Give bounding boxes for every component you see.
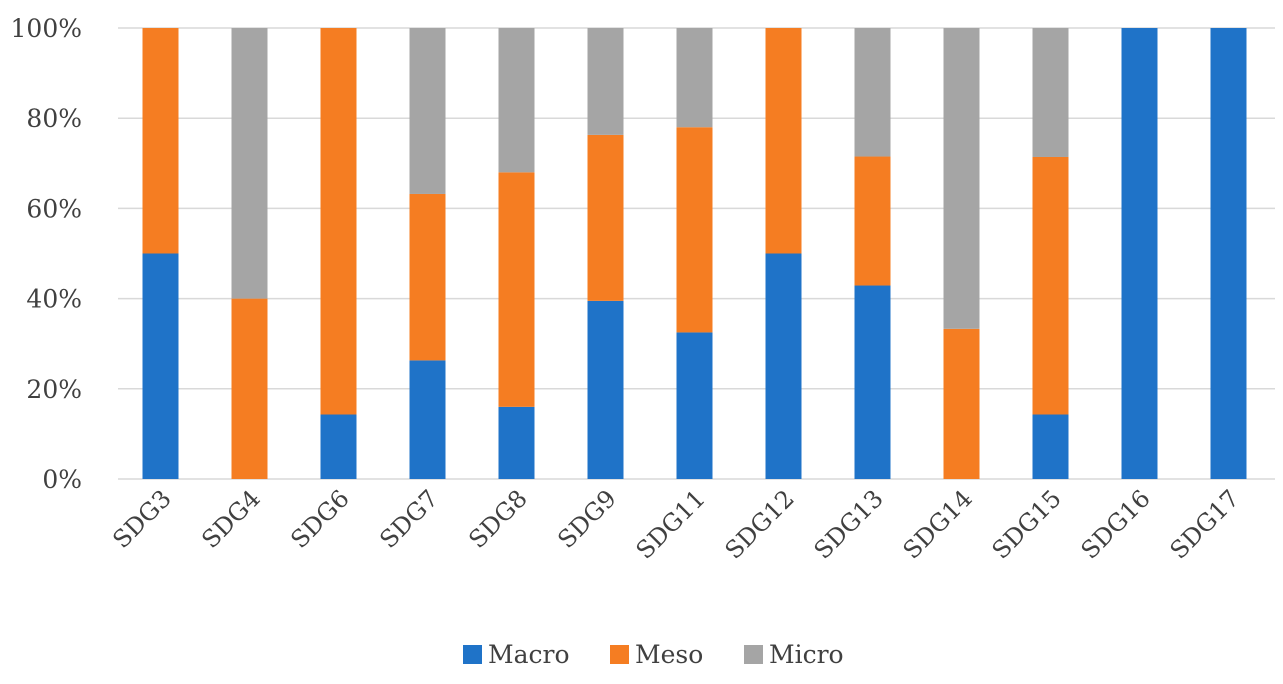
bar-macro-sdg6	[320, 414, 357, 479]
legend-swatch-macro	[463, 645, 482, 664]
x-tick-label: SDG16	[1076, 484, 1156, 564]
bar-micro-sdg7	[409, 28, 446, 194]
bar-macro-sdg11	[676, 332, 713, 479]
legend: Macro Meso Micro	[463, 640, 844, 669]
bar-meso-sdg7	[409, 193, 446, 361]
bar-meso-sdg11	[676, 127, 713, 333]
bar-macro-sdg17	[1210, 28, 1247, 479]
bar-meso-sdg3	[142, 28, 179, 254]
bar-macro-sdg9	[587, 300, 624, 479]
bar-meso-sdg4	[231, 298, 268, 479]
bar-meso-sdg12	[765, 28, 802, 254]
bars	[142, 28, 1247, 479]
bar-micro-sdg9	[587, 28, 624, 135]
y-axis-ticks: 0% 20% 40% 60% 80% 100%	[11, 14, 82, 494]
bar-macro-sdg15	[1032, 414, 1069, 479]
bar-meso-sdg8	[498, 172, 535, 407]
bar-meso-sdg15	[1032, 156, 1069, 415]
y-tick-label: 20%	[26, 375, 82, 404]
bar-macro-sdg13	[854, 285, 891, 479]
legend-label-macro: Macro	[488, 640, 570, 669]
x-tick-label: SDG17	[1165, 484, 1245, 564]
x-axis-ticks: SDG3 SDG4 SDG6 SDG7 SDG8 SDG9 SDG11 SDG12 SDG13 S…	[107, 484, 1244, 564]
bar-micro-sdg8	[498, 28, 535, 173]
bar-micro-sdg14	[943, 28, 980, 329]
y-tick-label: 0%	[42, 465, 82, 494]
y-tick-label: 40%	[26, 285, 82, 314]
x-tick-label: SDG14	[898, 484, 978, 564]
bar-meso-sdg9	[587, 134, 624, 301]
legend-swatch-meso	[610, 645, 629, 664]
x-tick-label: SDG3	[107, 484, 176, 553]
x-tick-label: SDG11	[631, 484, 711, 564]
bar-micro-sdg11	[676, 28, 713, 128]
bar-micro-sdg4	[231, 28, 268, 299]
bar-micro-sdg15	[1032, 28, 1069, 157]
bar-macro-sdg16	[1121, 28, 1158, 479]
bar-meso-sdg6	[320, 28, 357, 415]
y-tick-label: 60%	[26, 194, 82, 223]
x-tick-label: SDG6	[285, 484, 354, 553]
bar-micro-sdg13	[854, 28, 891, 157]
x-tick-label: SDG9	[552, 484, 621, 553]
bar-macro-sdg12	[765, 253, 802, 479]
legend-swatch-micro	[744, 645, 763, 664]
y-tick-label: 80%	[26, 104, 82, 133]
bar-meso-sdg14	[943, 328, 980, 479]
legend-label-micro: Micro	[769, 640, 844, 669]
y-tick-label: 100%	[11, 14, 82, 43]
x-tick-label: SDG8	[463, 484, 532, 553]
legend-label-meso: Meso	[635, 640, 703, 669]
bar-macro-sdg8	[498, 406, 535, 479]
x-tick-label: SDG13	[809, 484, 889, 564]
bar-macro-sdg7	[409, 360, 446, 479]
bar-meso-sdg13	[854, 156, 891, 286]
x-tick-label: SDG15	[987, 484, 1067, 564]
x-tick-label: SDG4	[196, 484, 265, 553]
x-tick-label: SDG12	[720, 484, 800, 564]
x-tick-label: SDG7	[374, 484, 443, 553]
bar-macro-sdg3	[142, 253, 179, 479]
